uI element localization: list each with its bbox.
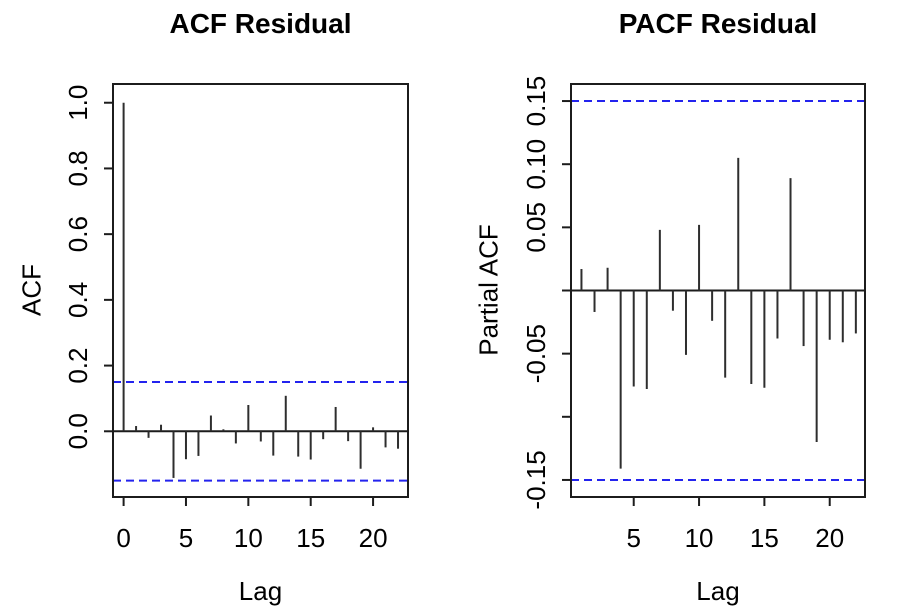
x-tick-label: 20	[815, 523, 844, 553]
plot-box	[112, 83, 409, 498]
x-tick-label: 20	[359, 523, 388, 553]
acf-y-axis-label: ACF	[16, 264, 47, 316]
acf-x-axis-label: Lag	[238, 576, 283, 606]
x-tick-label: 5	[179, 523, 193, 553]
acf-plot-title: ACF Residual	[169, 8, 352, 39]
pacf-plot-title: PACF Residual	[618, 8, 818, 39]
y-tick-label: 1.0	[63, 85, 93, 121]
y-tick-label: 0.2	[63, 347, 93, 383]
y-tick-label: 0.4	[63, 282, 93, 318]
y-tick-label: 0.10	[521, 139, 551, 190]
x-tick-label: 10	[234, 523, 263, 553]
y-tick-label: -0.15	[521, 450, 551, 509]
x-tick-label: 15	[750, 523, 779, 553]
pacf-x-axis-label: Lag	[696, 576, 740, 606]
y-tick-label: 0.0	[63, 413, 93, 449]
y-tick-label: 0.15	[521, 76, 551, 127]
x-tick-label: 5	[626, 523, 640, 553]
y-tick-label: -0.05	[521, 324, 551, 383]
pacf-y-axis-label: Partial ACF	[473, 224, 504, 356]
y-tick-label: 0.6	[63, 216, 93, 252]
x-tick-label: 10	[685, 523, 714, 553]
y-tick-label: 0.8	[63, 150, 93, 186]
y-tick-label: 0.05	[521, 202, 551, 253]
x-tick-label: 15	[296, 523, 325, 553]
x-tick-label: 0	[116, 523, 130, 553]
